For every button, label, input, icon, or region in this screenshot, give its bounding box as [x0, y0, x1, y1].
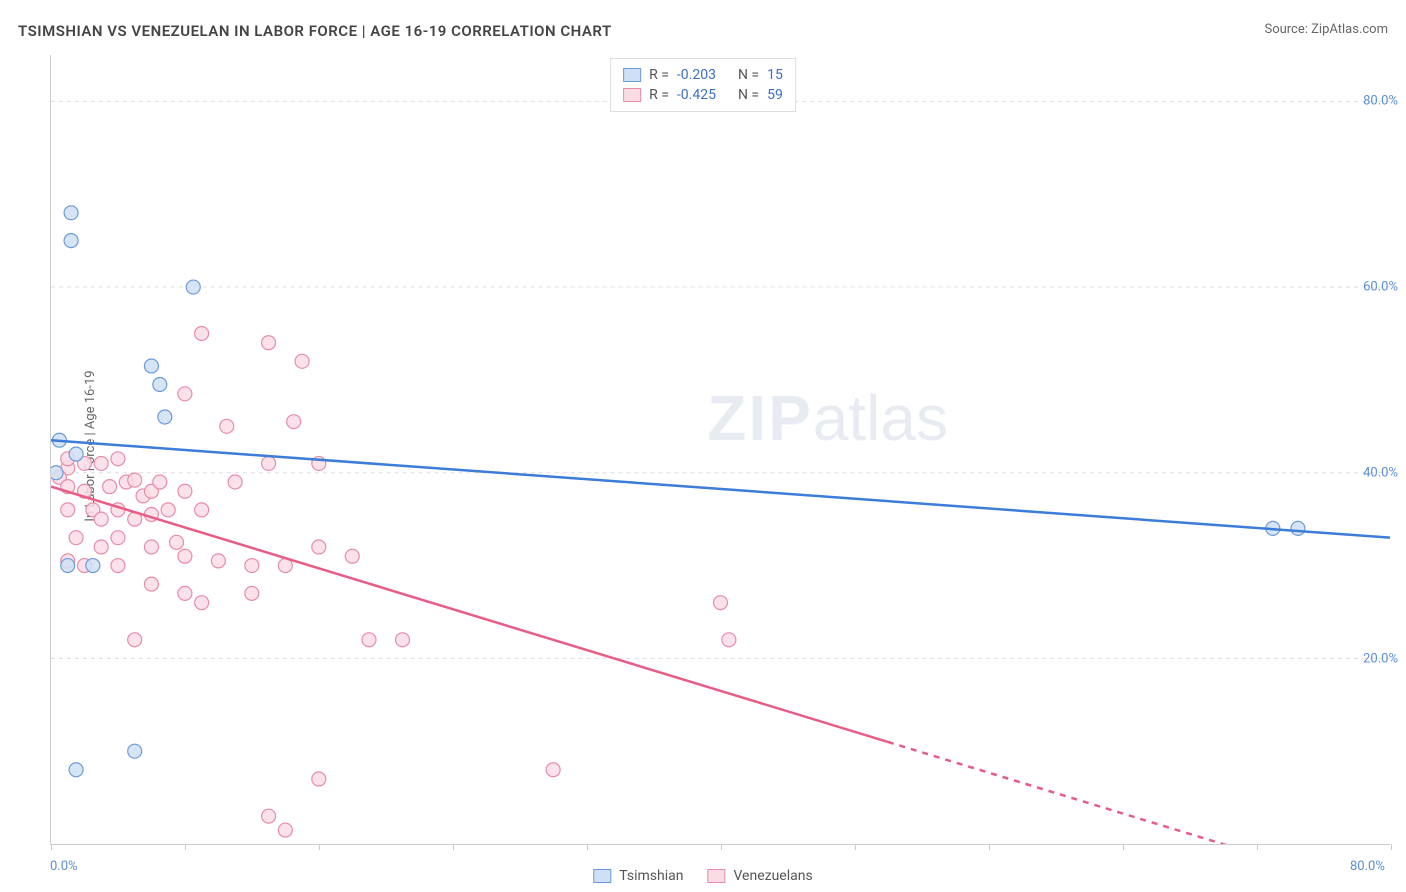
r-label: R =: [649, 67, 669, 83]
x-tick-label: 0.0%: [50, 859, 78, 874]
plot-area: ZIPatlas: [50, 55, 1390, 845]
legend-series: Tsimshian Venezuelans: [593, 868, 812, 884]
legend-swatch-icon: [707, 869, 725, 883]
correlation-chart: TSIMSHIAN VS VENEZUELAN IN LABOR FORCE |…: [0, 0, 1406, 892]
legend-swatch-icon: [623, 88, 641, 102]
n-value: 59: [767, 87, 783, 103]
y-tick-label: 60.0%: [1363, 280, 1398, 295]
n-label: N =: [738, 67, 759, 83]
n-value: 15: [767, 67, 783, 83]
legend-correlation: R = -0.203 N = 15 R = -0.425 N = 59: [610, 58, 796, 112]
legend-swatch-icon: [623, 68, 641, 82]
legend-swatch-icon: [593, 869, 611, 883]
y-tick-label: 40.0%: [1363, 466, 1398, 481]
chart-title: TSIMSHIAN VS VENEZUELAN IN LABOR FORCE |…: [18, 22, 612, 40]
n-label: N =: [738, 87, 759, 103]
x-tick-label: 80.0%: [1350, 859, 1385, 874]
watermark-atlas: atlas: [813, 382, 948, 454]
watermark: ZIPatlas: [707, 381, 948, 455]
legend-label: Tsimshian: [619, 868, 683, 884]
r-label: R =: [649, 87, 669, 103]
legend-label: Venezuelans: [733, 868, 812, 884]
r-value: -0.203: [677, 67, 716, 83]
y-tick-label: 80.0%: [1363, 94, 1398, 109]
r-value: -0.425: [677, 87, 716, 103]
legend-item-tsimshian: Tsimshian: [593, 868, 683, 884]
legend-row-tsimshian: R = -0.203 N = 15: [623, 65, 783, 85]
watermark-zip: ZIP: [707, 382, 813, 454]
y-tick-label: 20.0%: [1363, 652, 1398, 667]
source-credit: Source: ZipAtlas.com: [1264, 22, 1388, 37]
chart-svg: [51, 55, 1390, 844]
legend-item-venezuelans: Venezuelans: [707, 868, 812, 884]
legend-row-venezuelans: R = -0.425 N = 59: [623, 85, 783, 105]
